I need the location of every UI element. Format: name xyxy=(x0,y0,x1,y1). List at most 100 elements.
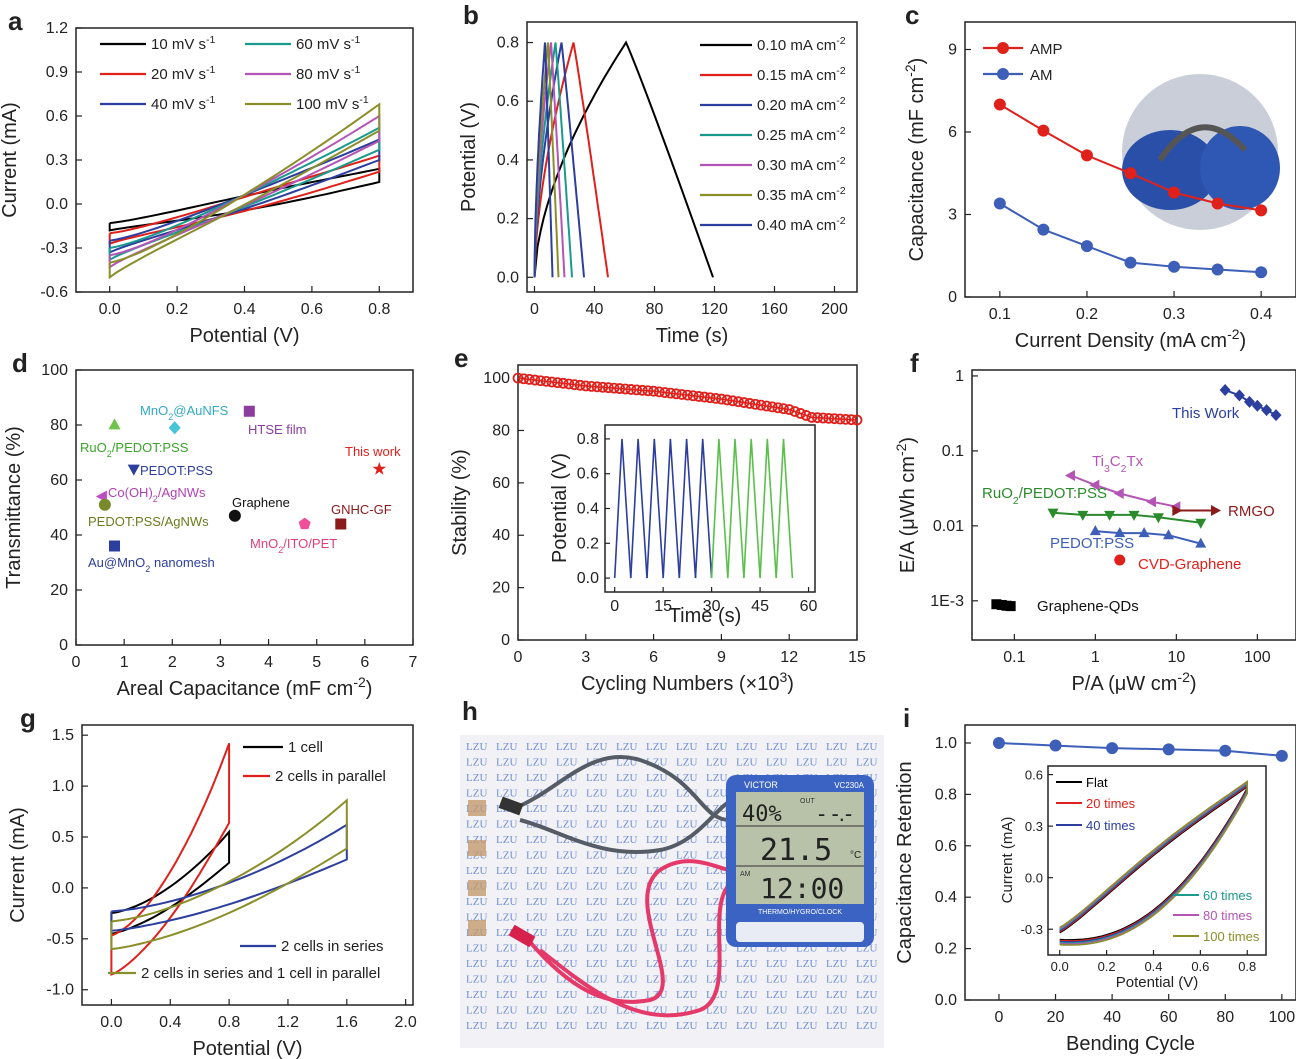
lzu-text: LZU xyxy=(526,772,547,784)
cv-curve-5 xyxy=(108,102,381,280)
lzu-text: LZU xyxy=(706,1005,727,1017)
inset-cycle-10 xyxy=(775,438,794,579)
lzu-text: LZU xyxy=(466,989,487,1001)
bent-device-photo xyxy=(1122,74,1280,230)
stability-point-6 xyxy=(546,376,558,388)
stability-point-7 xyxy=(552,377,563,389)
lzu-text: LZU xyxy=(826,1005,847,1017)
y-tick-label: 40 xyxy=(492,527,510,544)
capacitance-point-AM-6 xyxy=(1255,266,1268,279)
capacitance-point-AM-3 xyxy=(1124,256,1137,269)
y-tick-label: 0.5 xyxy=(52,829,74,846)
lzu-text: LZU xyxy=(496,757,517,769)
inset-y-tick-label: 0.3 xyxy=(1025,819,1043,834)
lzu-text: LZU xyxy=(526,912,547,924)
lzu-text: LZU xyxy=(676,819,697,831)
x-tick-label: 2 xyxy=(168,654,177,671)
plot-frame xyxy=(81,724,414,1006)
y-tick-label: 60 xyxy=(50,472,68,489)
lzu-text: LZU xyxy=(826,989,847,1001)
retention-line xyxy=(998,742,1282,757)
lzu-text: LZU xyxy=(706,834,727,846)
stability-point-8 xyxy=(557,377,569,389)
y-tick-label: 0 xyxy=(59,637,68,654)
lzu-text: LZU xyxy=(586,912,607,924)
x-tick-label: 0.4 xyxy=(159,1014,181,1031)
device-electrode xyxy=(468,800,486,816)
lzu-text: LZU xyxy=(586,772,607,784)
legend-g-0: 1 cell xyxy=(288,739,323,756)
y-tick-label: 0.2 xyxy=(935,941,957,958)
capacitance-point-AM-0 xyxy=(993,197,1006,210)
lzu-text: LZU xyxy=(466,958,487,970)
inset-cycle-3 xyxy=(662,438,681,579)
y-tick-label: 100 xyxy=(483,370,510,387)
lzu-text: LZU xyxy=(496,1005,517,1017)
panel-e: 0 3 6 9 12 15 0 20 40 60 80 100 Cycling Numbers (×10… xyxy=(449,343,866,695)
x-tick-label: 0.2 xyxy=(1076,306,1098,323)
ragone-point-0-0 xyxy=(1219,383,1231,396)
lzu-text: LZU xyxy=(766,989,787,1001)
stability-point-52 xyxy=(806,411,818,423)
x-tick-label: 80 xyxy=(1216,1009,1234,1026)
panel-letter: h xyxy=(462,696,478,726)
inset-y-label: Current (mA) xyxy=(999,817,1016,904)
lzu-text: LZU xyxy=(766,1020,787,1032)
ragone-point-2-4 xyxy=(1152,513,1164,524)
x-tick-label: 0 xyxy=(530,301,539,318)
x-tick-label: 0.3 xyxy=(1163,306,1185,323)
y-tick-label: 0.4 xyxy=(935,889,957,906)
plot-frame xyxy=(75,369,414,646)
stability-point-59 xyxy=(845,414,857,426)
inset-x-tick-label: 60 xyxy=(800,598,818,615)
lzu-text: LZU xyxy=(796,1005,817,1017)
inset-cycle-5 xyxy=(694,438,713,579)
lzu-text: LZU xyxy=(616,989,637,1001)
y-tick-label: 0 xyxy=(501,632,510,649)
lzu-text: LZU xyxy=(856,1005,877,1017)
black-wire-2 xyxy=(519,798,736,854)
lzu-text: LZU xyxy=(676,958,697,970)
x-axis-label: Potential (V) xyxy=(192,1038,302,1059)
lzu-text: LZU xyxy=(496,896,517,908)
y-axis-label: Current (mA) xyxy=(7,807,29,923)
inset-y-tick-label: 0.6 xyxy=(577,466,599,483)
lzu-text: LZU xyxy=(526,788,547,800)
stability-point-30 xyxy=(682,389,693,401)
lzu-text: LZU xyxy=(706,912,727,924)
legend-c-marker xyxy=(997,42,1009,54)
lzu-text: LZU xyxy=(496,943,517,955)
black-clip xyxy=(498,796,524,816)
x-tick-label: 9 xyxy=(717,649,726,666)
stability-point-14 xyxy=(591,381,603,393)
stability-point-15 xyxy=(597,381,609,393)
y-tick-label: -1.0 xyxy=(46,982,74,999)
lzu-text: LZU xyxy=(466,757,487,769)
x-axis-label: P/A (μW cm-2) xyxy=(1071,669,1196,695)
temperature-readout: 21.5 xyxy=(760,833,832,868)
lzu-text: LZU xyxy=(706,788,727,800)
ragone-label-4: PEDOT:PSS xyxy=(1050,535,1134,552)
x-tick-label: 4 xyxy=(264,654,273,671)
inset-legend-1: 20 times xyxy=(1086,796,1136,811)
y-axis-label: Current (mA) xyxy=(0,102,21,218)
ragone-point-1-3 xyxy=(1145,496,1156,508)
lzu-text: LZU xyxy=(496,881,517,893)
x-tick-label: 0.1 xyxy=(989,306,1011,323)
ragone-point-5-0 xyxy=(1114,554,1126,566)
stability-point-3 xyxy=(529,374,541,386)
stability-point-38 xyxy=(727,395,739,407)
stability-point-41 xyxy=(744,398,756,409)
x-tick-label: 7 xyxy=(409,654,418,671)
stability-point-25 xyxy=(653,386,665,398)
lzu-text: LZU xyxy=(556,850,577,862)
ragone-point-1-1 xyxy=(1089,479,1100,491)
x-tick-label: 0 xyxy=(514,649,523,666)
lzu-text: LZU xyxy=(796,974,817,986)
lzu-text: LZU xyxy=(616,881,637,893)
lzu-text: LZU xyxy=(676,741,697,753)
lzu-text: LZU xyxy=(616,974,637,986)
legend-g-1: 2 cells in parallel xyxy=(275,768,386,785)
lzu-text: LZU xyxy=(646,1020,667,1032)
y-tick-label: 0.8 xyxy=(497,35,519,52)
